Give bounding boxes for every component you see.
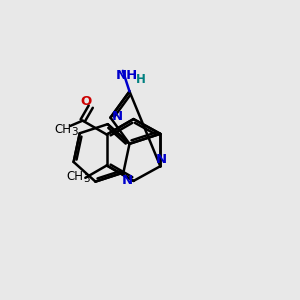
Text: NH: NH — [116, 69, 138, 82]
Text: H: H — [136, 73, 146, 86]
Text: CH: CH — [54, 123, 71, 136]
Text: N: N — [155, 153, 167, 166]
Text: N: N — [111, 110, 122, 123]
Text: N: N — [122, 174, 133, 188]
Text: 3: 3 — [83, 174, 90, 184]
Text: 3: 3 — [71, 128, 78, 137]
Text: CH: CH — [67, 170, 83, 183]
Text: O: O — [81, 95, 92, 108]
